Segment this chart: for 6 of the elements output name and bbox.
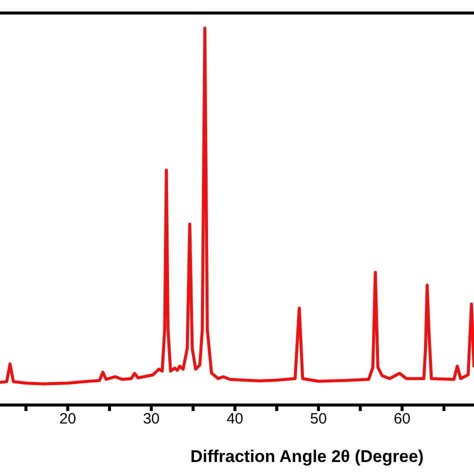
x-tick-label: 50: [310, 410, 327, 428]
x-axis-title: Diffraction Angle 2θ (Degree): [190, 447, 424, 466]
x-tick-label: 30: [142, 410, 160, 428]
x-tick-label: 20: [59, 410, 76, 428]
x-tick-label: 40: [226, 410, 244, 428]
x-tick-label: 60: [394, 410, 410, 428]
